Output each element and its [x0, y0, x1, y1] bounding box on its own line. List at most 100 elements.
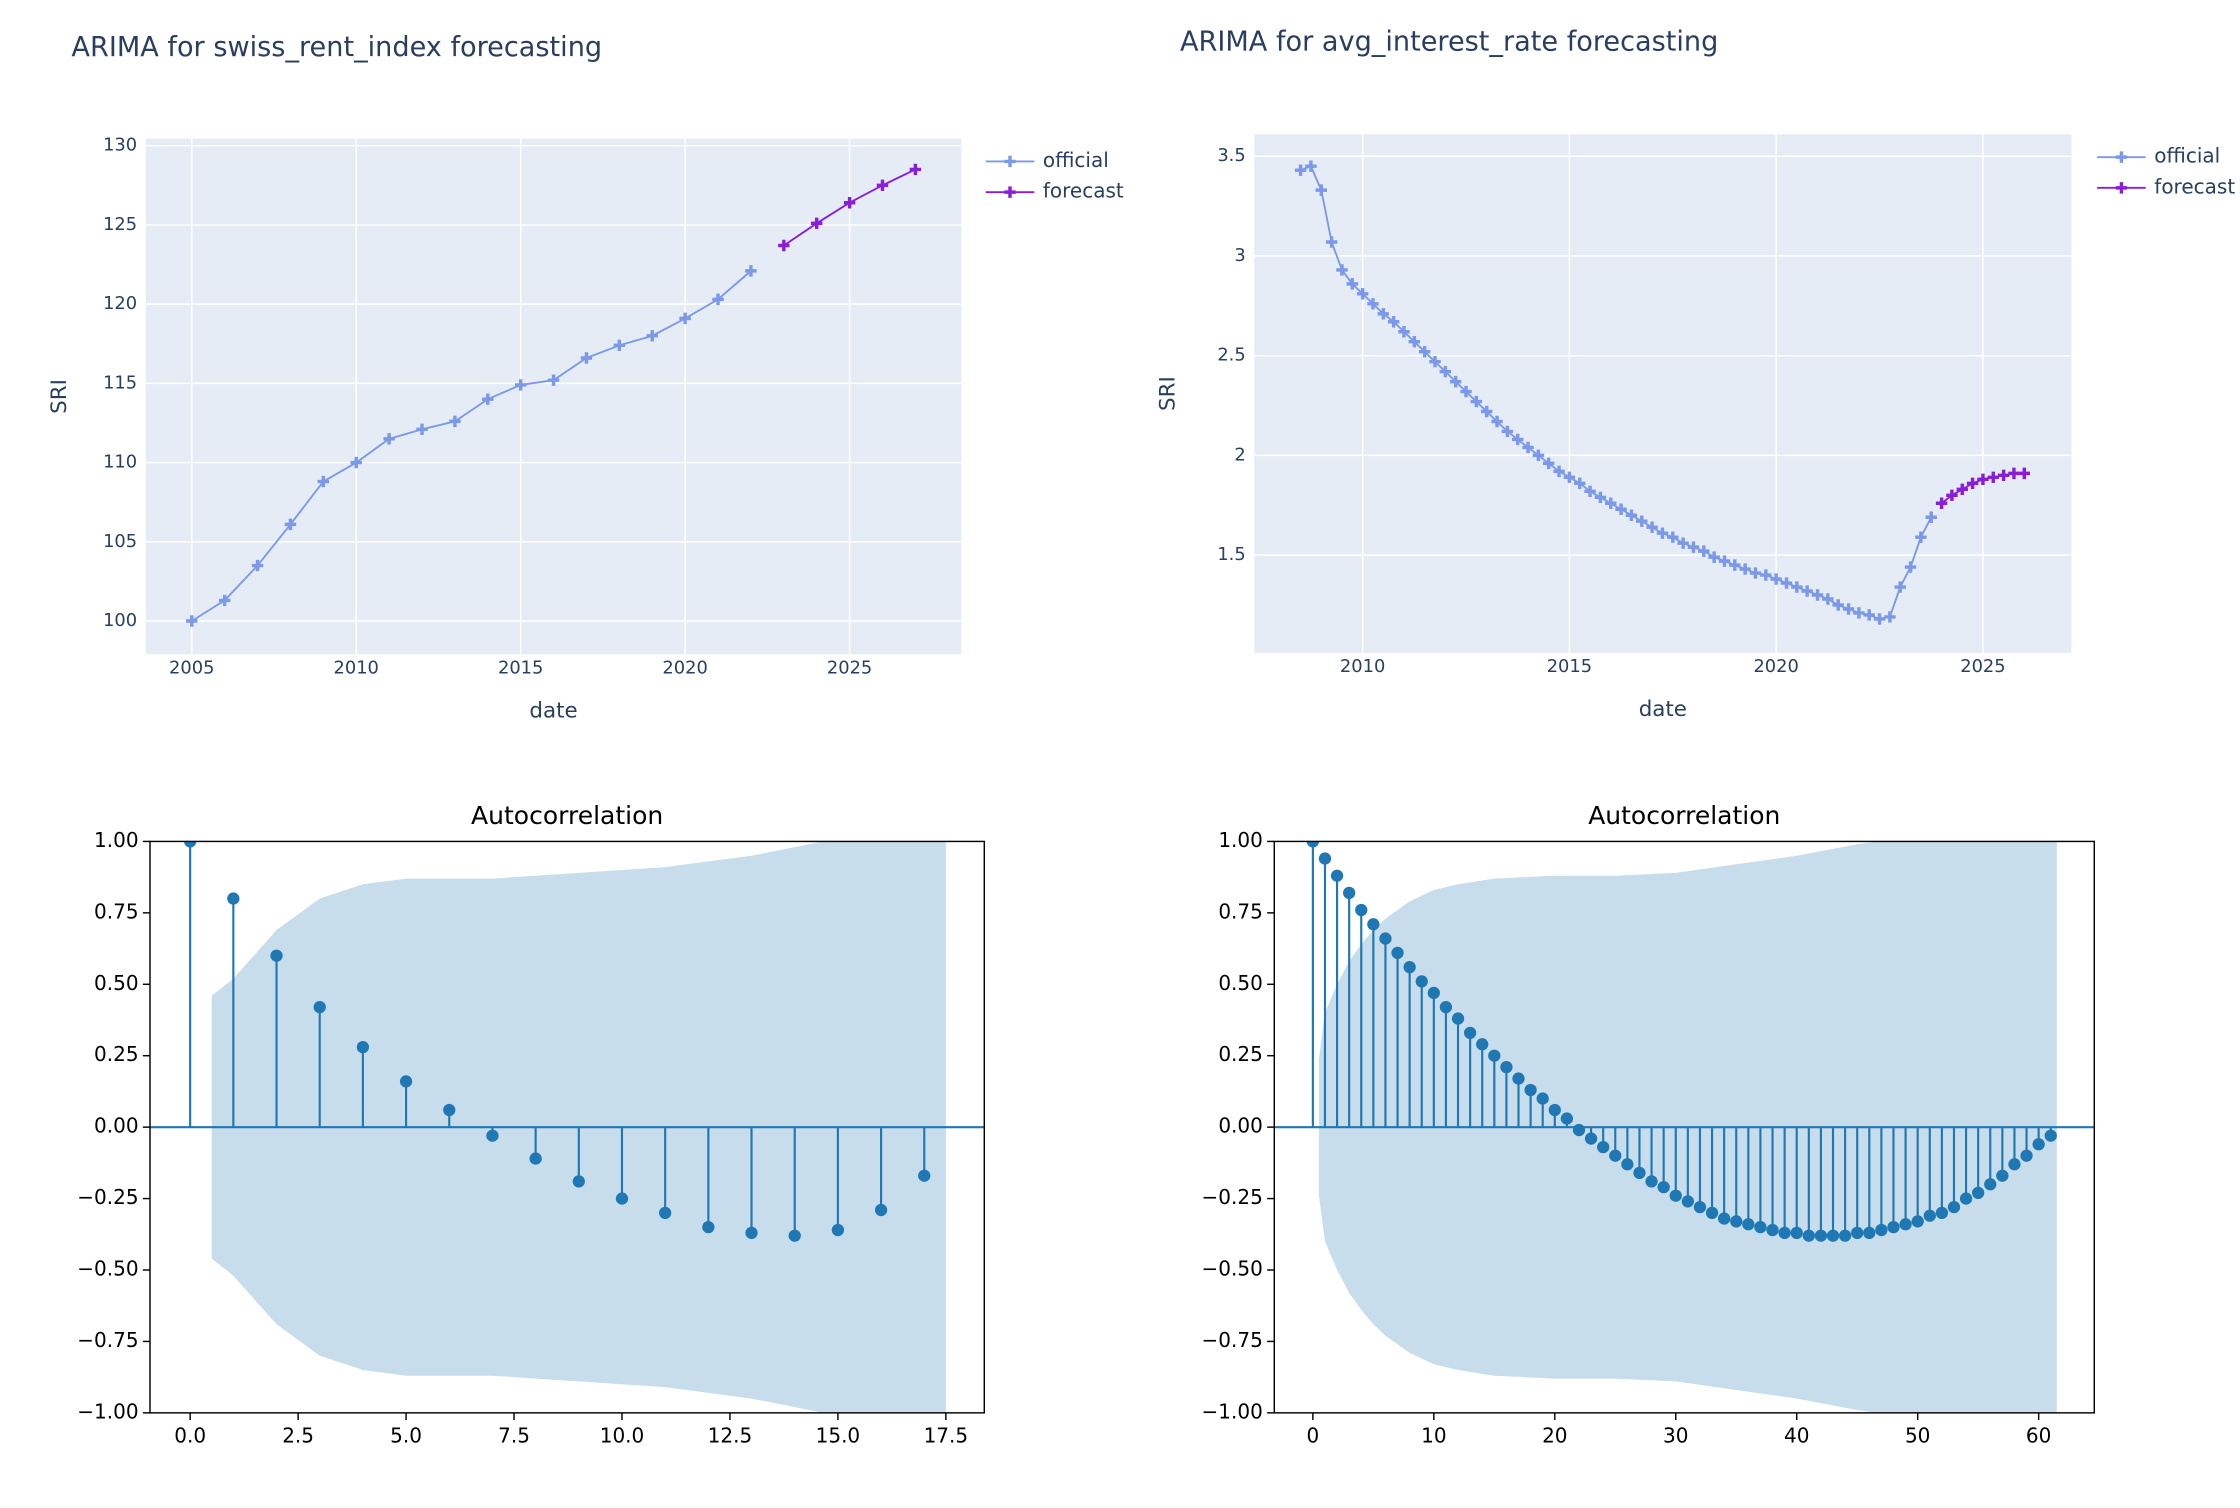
y-tick-label: 2.5 [1217, 345, 1245, 366]
stem-marker [1560, 1112, 1574, 1125]
x-tick-label: 40 [1784, 1424, 1809, 1448]
chart-title: ARIMA for avg_interest_rate forecasting [1180, 26, 1718, 57]
point-marker [1408, 336, 1421, 348]
stem-marker [1996, 1169, 2009, 1182]
point-marker [1553, 465, 1565, 478]
point-marker [1770, 573, 1782, 585]
stem-marker [1463, 1026, 1477, 1039]
point-marker [876, 179, 889, 192]
stem-marker [788, 1229, 801, 1242]
point-marker [1584, 485, 1596, 498]
stem-marker [1548, 1103, 1561, 1117]
x-tick-label: 2015 [1547, 656, 1592, 677]
x-tick-label: 17.5 [924, 1424, 969, 1448]
y-tick-label: 130 [103, 135, 137, 156]
point-marker [383, 433, 395, 445]
point-marker [1460, 385, 1472, 398]
stem-marker [918, 1169, 931, 1182]
y-tick-label: 3 [1234, 245, 1245, 266]
x-tick-label: 50 [1905, 1424, 1930, 1448]
y-axis-label: SRI [1156, 376, 1181, 411]
chart-title: ARIMA for swiss_rent_index forecasting [71, 32, 602, 63]
y-tick-label: 3.5 [1217, 145, 1245, 166]
stem-marker [1790, 1226, 1803, 1239]
y-tick-label: 110 [103, 452, 137, 473]
y-tick-label: 125 [103, 214, 137, 235]
series-line [191, 270, 752, 622]
point-marker [1822, 593, 1834, 605]
stem-marker [1536, 1092, 1549, 1105]
point-marker [1966, 477, 1979, 490]
plot-background [145, 138, 962, 655]
y-tick-label: −1.00 [1202, 1399, 1263, 1423]
stem-marker [1717, 1212, 1731, 1225]
x-tick-label: 7.5 [498, 1424, 530, 1448]
point-marker [1687, 541, 1700, 553]
x-tick-label: 60 [2026, 1424, 2051, 1448]
point-marker [1336, 264, 1348, 276]
stem-marker [1524, 1083, 1537, 1097]
stem-marker [1887, 1221, 1900, 1234]
point-marker [1574, 477, 1586, 490]
point-marker [1636, 515, 1648, 527]
point-marker [416, 423, 428, 436]
point-marker [449, 415, 461, 428]
chart-title: Autocorrelation [1588, 801, 1780, 830]
point-marker [1511, 433, 1524, 446]
legend-marker [2115, 182, 2128, 194]
point-marker [1439, 365, 1452, 378]
y-axis-label: SRI [47, 379, 72, 414]
stem-marker [1330, 869, 1344, 882]
point-marker [1956, 483, 1968, 496]
x-tick-label: 2025 [827, 658, 872, 679]
y-tick-label: 1.5 [1217, 544, 1245, 565]
x-tick-label: 15.0 [816, 1424, 861, 1448]
stem-marker [1851, 1226, 1864, 1239]
chart: 0 10 20 30 40 50 60 1.00 0.75 0.50 0.25 0.00 −0.25 −0… [1202, 801, 2095, 1448]
stem-marker [1488, 1049, 1501, 1062]
legend-label: official [1043, 148, 1109, 172]
point-marker [1925, 511, 1937, 523]
y-tick-label: 0.75 [1218, 899, 1263, 923]
point-marker [1760, 569, 1772, 581]
stem-marker [1984, 1178, 1997, 1191]
x-tick-label: 2010 [1340, 656, 1385, 677]
point-marker [1294, 164, 1307, 176]
point-marker [843, 197, 856, 209]
y-tick-label: 115 [103, 372, 137, 393]
point-marker [1543, 457, 1555, 470]
point-marker [1367, 298, 1379, 310]
y-tick-label: 0.25 [1218, 1042, 1263, 1066]
point-marker [613, 339, 626, 352]
stem-marker [1439, 1001, 1453, 1014]
point-marker [1842, 603, 1855, 615]
stem-marker [1766, 1223, 1779, 1237]
stem-marker [1597, 1141, 1610, 1154]
stem-marker [659, 1206, 672, 1219]
stem-marker [1355, 903, 1368, 917]
legend-marker [1004, 155, 1016, 168]
point-marker [1377, 308, 1390, 320]
point-marker [1708, 551, 1720, 563]
stem-marker [874, 1203, 888, 1217]
point-marker [1791, 581, 1803, 593]
point-marker [1605, 497, 1617, 509]
stem-marker [1609, 1149, 1622, 1162]
point-marker [1832, 599, 1844, 611]
point-marker [778, 239, 790, 252]
stem-marker [1705, 1206, 1719, 1219]
point-marker [1563, 471, 1576, 484]
x-tick-label: 10.0 [600, 1424, 645, 1448]
x-axis-label: date [529, 698, 577, 723]
point-marker [1346, 278, 1359, 290]
stem-marker [1306, 841, 1320, 848]
point-marker [1449, 375, 1462, 388]
stem-marker [1367, 918, 1380, 931]
point-marker [218, 594, 231, 607]
stem-marker [1730, 1215, 1743, 1228]
stem-marker [1959, 1192, 1973, 1205]
point-marker [1315, 184, 1327, 196]
point-marker [745, 265, 757, 277]
y-tick-label: 0.50 [94, 971, 139, 995]
